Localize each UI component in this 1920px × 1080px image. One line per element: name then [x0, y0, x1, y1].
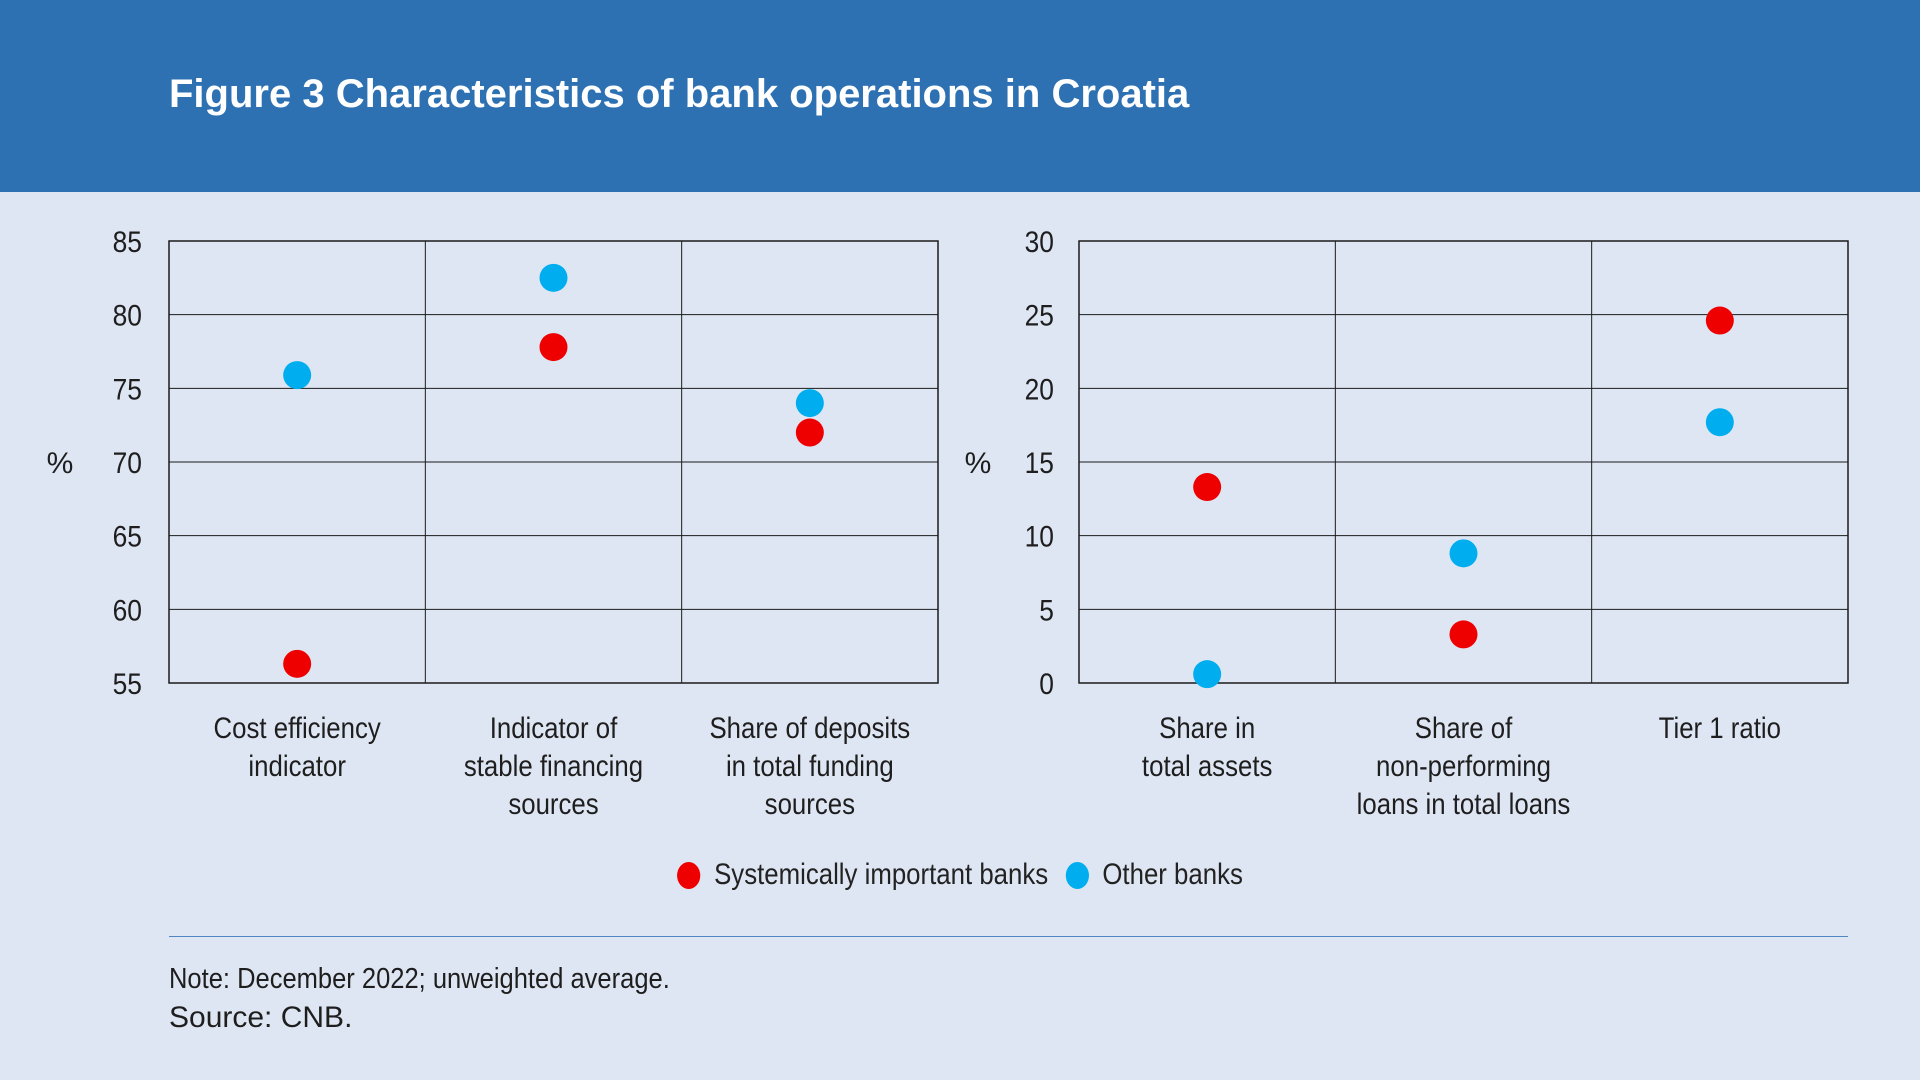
legend: Systemically important banks Other banks [134, 858, 1785, 892]
chart2-point-systemic-0 [1193, 473, 1222, 502]
chart2-point-other-2 [1705, 408, 1734, 437]
chart1-category-label: stable financing [464, 749, 643, 782]
chart2-category-label: Share of [1415, 711, 1513, 744]
chart2-category-label: non-performing [1376, 749, 1551, 782]
chart1-ytick-label: 70 [113, 445, 142, 479]
chart1-frame [168, 240, 939, 684]
chart2-point-systemic-2 [1705, 306, 1734, 335]
chart1-point-other-1 [539, 263, 568, 292]
legend-dot-systemic [677, 861, 701, 889]
chart2-ytick-label: 10 [1025, 519, 1054, 553]
chart2-ytick-label: 25 [1025, 298, 1054, 332]
chart1-category-label: Share of deposits [709, 711, 910, 744]
chart1-ytick-label: 75 [113, 372, 142, 406]
chart1-category-label: sources [508, 787, 598, 820]
chart1-point-systemic-2 [795, 418, 824, 447]
chart2-ytick-label: 30 [1025, 224, 1054, 258]
chart2-point-systemic-1 [1449, 620, 1478, 649]
chart2-point-other-0 [1193, 660, 1222, 689]
chart2-point-other-1 [1449, 539, 1478, 568]
source-text: Source: CNB. [169, 1001, 353, 1034]
chart1-category-label: sources [765, 787, 855, 820]
chart2-ytick-label: 5 [1039, 593, 1054, 627]
chart2-category-label: loans in total loans [1357, 787, 1571, 820]
chart2-frame [1078, 240, 1849, 684]
chart1-point-systemic-0 [283, 649, 312, 678]
chart2-category-label: Tier 1 ratio [1659, 711, 1781, 744]
chart1-ytick-label: 85 [113, 224, 142, 258]
chart1-point-other-2 [795, 389, 824, 418]
chart1-category-label: in total funding [726, 749, 894, 782]
legend-item-other: Other banks [1065, 858, 1243, 892]
legend-label-other: Other banks [1102, 858, 1243, 891]
legend-item-systemic: Systemically important banks [677, 858, 1048, 892]
chart1-point-other-0 [283, 361, 312, 390]
legend-label-systemic: Systemically important banks [714, 858, 1049, 891]
chart1-point-systemic-1 [539, 333, 568, 362]
chart1-ytick-label: 80 [113, 298, 142, 332]
legend-dot-other [1065, 861, 1089, 889]
chart1-category-label: Indicator of [490, 711, 618, 744]
note-text: Note: December 2022; unweighted average. [169, 963, 670, 995]
chart2-category-label: total assets [1142, 749, 1272, 782]
header-banner: Figure 3 Characteristics of bank operati… [0, 0, 1920, 192]
chart1-ytick-label: 55 [113, 666, 142, 700]
chart2-ylabel: % [965, 447, 992, 480]
chart1-ylabel: % [47, 447, 74, 480]
chart2-ytick-label: 0 [1039, 666, 1054, 700]
chart2-ytick-label: 20 [1025, 372, 1054, 406]
chart1-ytick-label: 65 [113, 519, 142, 553]
chart1-category-label: Cost efficiency [214, 711, 381, 744]
chart1-category-label: indicator [248, 749, 345, 782]
chart1-ytick-label: 60 [113, 593, 142, 627]
footer-divider [169, 936, 1848, 937]
chart2-category-label: Share in [1159, 711, 1255, 744]
figure-title: Figure 3 Characteristics of bank operati… [169, 72, 1190, 116]
chart2-ytick-label: 15 [1025, 445, 1054, 479]
